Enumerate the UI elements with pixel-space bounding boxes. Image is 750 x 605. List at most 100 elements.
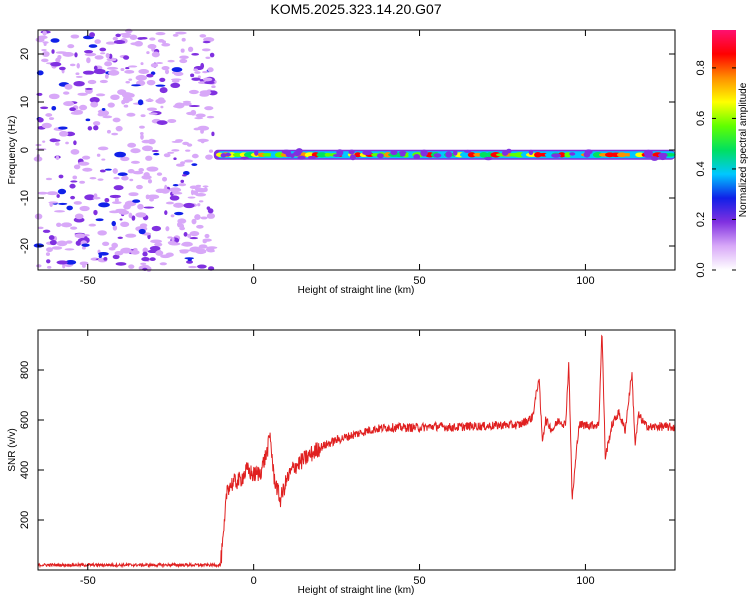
noise-speck [180, 161, 186, 165]
noise-speck [163, 153, 171, 158]
noise-speck [141, 139, 152, 144]
noise-speck [126, 112, 136, 117]
noise-speck [135, 212, 147, 218]
signal-blob [506, 148, 512, 154]
noise-speck [189, 237, 199, 240]
noise-speck [56, 194, 60, 198]
snr-ytick-label: 200 [19, 511, 31, 529]
signal-segment [479, 152, 489, 158]
spectrogram-xtick-label: 0 [251, 275, 257, 287]
noise-speck [70, 180, 78, 183]
noise-speck [73, 80, 85, 87]
colorbar-tick-label: 0.4 [695, 161, 707, 176]
signal-blob [413, 153, 421, 160]
noise-speck [155, 250, 164, 256]
noise-speck [138, 69, 150, 74]
noise-speck [165, 226, 170, 232]
noise-speck [121, 35, 132, 38]
spectrogram-xtick-label: 100 [576, 275, 594, 287]
noise-speck [151, 149, 159, 153]
noise-speck [92, 121, 101, 126]
noise-speck [93, 65, 98, 71]
signal-blob [464, 149, 472, 153]
noise-speck [35, 143, 42, 147]
snr-xtick-label: 100 [576, 575, 594, 587]
noise-speck [70, 148, 80, 155]
noise-speck [50, 38, 60, 43]
noise-speck [125, 233, 137, 238]
noise-speck [141, 256, 150, 262]
noise-speck [123, 55, 130, 60]
noise-speck [131, 84, 141, 87]
signal-blob [528, 149, 534, 156]
noise-speck [119, 32, 132, 36]
noise-speck [41, 122, 52, 129]
noise-speck [46, 265, 52, 269]
noise-speck [167, 118, 177, 123]
noise-speck [117, 172, 128, 177]
noise-speck [70, 111, 83, 115]
noise-speck [73, 201, 82, 205]
noise-speck [69, 107, 76, 112]
noise-speck [87, 79, 97, 85]
noise-speck [172, 33, 179, 37]
noise-speck [146, 107, 158, 111]
colorbar-tick-label: 0.8 [695, 60, 707, 75]
noise-speck [155, 188, 166, 193]
colorbar-tick-label: 0.6 [695, 111, 707, 126]
noise-speck [151, 225, 162, 232]
noise-speck [186, 260, 194, 264]
noise-speck [161, 43, 171, 47]
signal-blob [390, 149, 398, 156]
noise-speck [119, 218, 123, 221]
noise-speck [199, 90, 212, 96]
noise-speck [137, 203, 144, 210]
noise-speck [200, 62, 205, 69]
noise-speck [198, 200, 204, 203]
noise-speck [155, 32, 166, 36]
noise-speck [137, 99, 144, 106]
noise-speck [145, 194, 150, 200]
signal-blob [307, 155, 316, 160]
spectrogram-ytick-label: 10 [19, 96, 31, 108]
noise-speck [202, 239, 207, 244]
noise-speck [81, 243, 90, 247]
noise-speck [138, 82, 145, 85]
noise-speck [112, 36, 118, 41]
noise-speck [189, 230, 200, 237]
noise-speck [128, 192, 139, 197]
snr-y-axis: 200 400 600 800 [19, 361, 675, 529]
noise-speck [84, 87, 93, 90]
signal-segment [635, 152, 645, 158]
noise-speck [112, 117, 121, 123]
noise-speck [167, 236, 173, 239]
noise-speck [104, 198, 110, 203]
noise-speck [184, 257, 195, 260]
noise-speck [102, 241, 110, 246]
noise-speck [204, 106, 214, 111]
noise-speck [115, 262, 127, 266]
noise-speck [149, 197, 154, 202]
noise-speck [187, 46, 194, 52]
noise-speck [183, 202, 195, 209]
snr-ytick-label: 800 [19, 361, 31, 379]
snr-xtick-label: -50 [80, 575, 96, 587]
colorbar-tick-label: 0.0 [695, 262, 707, 277]
signal-segment [629, 152, 639, 158]
noise-speck [205, 247, 215, 252]
noise-speck [74, 213, 84, 220]
noise-speck [37, 35, 48, 40]
noise-speck [64, 83, 73, 90]
noise-speck [167, 240, 177, 245]
spectrogram-xtick-label: 50 [413, 275, 425, 287]
noise-speck [109, 194, 121, 199]
signal-blob [224, 152, 232, 157]
noise-speck [199, 34, 207, 38]
snr-x-axis: -50 0 50 100 [80, 330, 595, 587]
noise-speck [191, 163, 198, 167]
noise-speck [77, 92, 88, 96]
colorbar-gradient [712, 30, 736, 270]
noise-speck [89, 177, 97, 180]
snr-panel: -50 0 50 100 200 400 600 800 Height of straigh… [7, 329, 676, 596]
